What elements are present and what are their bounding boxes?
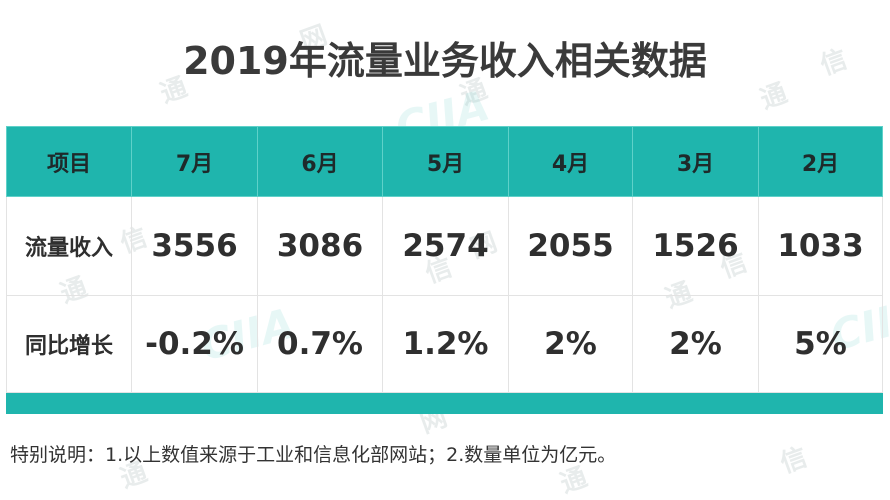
column-header-item: 项目 <box>6 126 132 197</box>
revenue-table: 项目 7月 6月 5月 4月 3月 2月 流量收入 3556 3086 2574… <box>6 126 883 414</box>
table-footer-bar <box>6 392 883 414</box>
column-header-month: 3月 <box>632 126 759 197</box>
page-title: 2019年流量业务收入相关数据 <box>183 39 707 83</box>
column-header-month: 7月 <box>131 126 258 197</box>
table-header-row: 项目 7月 6月 5月 4月 3月 2月 <box>6 126 883 197</box>
table-cell: 2% <box>508 295 633 393</box>
column-header-month: 5月 <box>382 126 509 197</box>
watermark-char: 信 <box>776 442 812 480</box>
table-cell: 1.2% <box>382 295 509 393</box>
table-cell: 2% <box>632 295 759 393</box>
row-label: 流量收入 <box>6 196 132 296</box>
table-cell: 3086 <box>257 196 383 296</box>
column-header-month: 6月 <box>257 126 383 197</box>
table-cell: 1033 <box>758 196 883 296</box>
table-cell: 3556 <box>131 196 258 296</box>
table-row: 流量收入 3556 3086 2574 2055 1526 1033 <box>6 196 883 296</box>
table-cell: -0.2% <box>131 295 258 393</box>
column-header-month: 2月 <box>758 126 883 197</box>
table-cell: 5% <box>758 295 883 393</box>
table-cell: 2574 <box>382 196 509 296</box>
footnote: 特别说明：1.以上数值来源于工业和信息化部网站；2.数量单位为亿元。 <box>10 444 617 466</box>
footer-bar <box>6 392 883 414</box>
table-row: 同比增长 -0.2% 0.7% 1.2% 2% 2% 5% <box>6 295 883 393</box>
table-cell: 0.7% <box>257 295 383 393</box>
column-header-month: 4月 <box>508 126 633 197</box>
table-cell: 1526 <box>632 196 759 296</box>
table-cell: 2055 <box>508 196 633 296</box>
row-label: 同比增长 <box>6 295 132 393</box>
